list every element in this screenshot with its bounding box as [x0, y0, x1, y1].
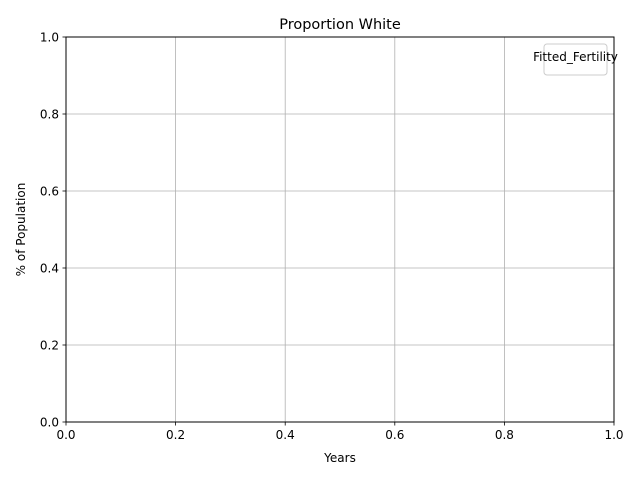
y-tick-label: 0.6	[40, 184, 59, 198]
x-tick-label: 0.2	[166, 428, 185, 442]
grid-lines	[65, 36, 615, 423]
x-axis-ticks: 0.0 0.2 0.4 0.6 0.8 1.0	[56, 422, 624, 442]
y-axis-label: % of Population	[14, 183, 28, 277]
y-tick-label: 0.0	[40, 415, 59, 429]
x-tick-label: 1.0	[604, 428, 623, 442]
legend-box	[543, 43, 608, 76]
chart-title: Proportion White	[279, 17, 401, 33]
y-tick-label: 0.4	[40, 261, 59, 275]
x-tick-label: 0.0	[56, 428, 75, 442]
y-tick-label: 1.0	[40, 30, 59, 44]
x-axis-label: Years	[323, 451, 356, 465]
y-axis-ticks: 0.0 0.2 0.4 0.6 0.8 1.0	[40, 30, 66, 429]
x-tick-label: 0.4	[276, 428, 295, 442]
x-tick-label: 0.6	[385, 428, 404, 442]
plot-frame	[65, 36, 615, 423]
x-tick-label: 0.8	[495, 428, 514, 442]
y-tick-label: 0.2	[40, 338, 59, 352]
y-tick-label: 0.8	[40, 107, 59, 121]
legend-title: Fitted_Fertility	[533, 50, 618, 64]
legend: Fitted_Fertility	[533, 43, 618, 76]
